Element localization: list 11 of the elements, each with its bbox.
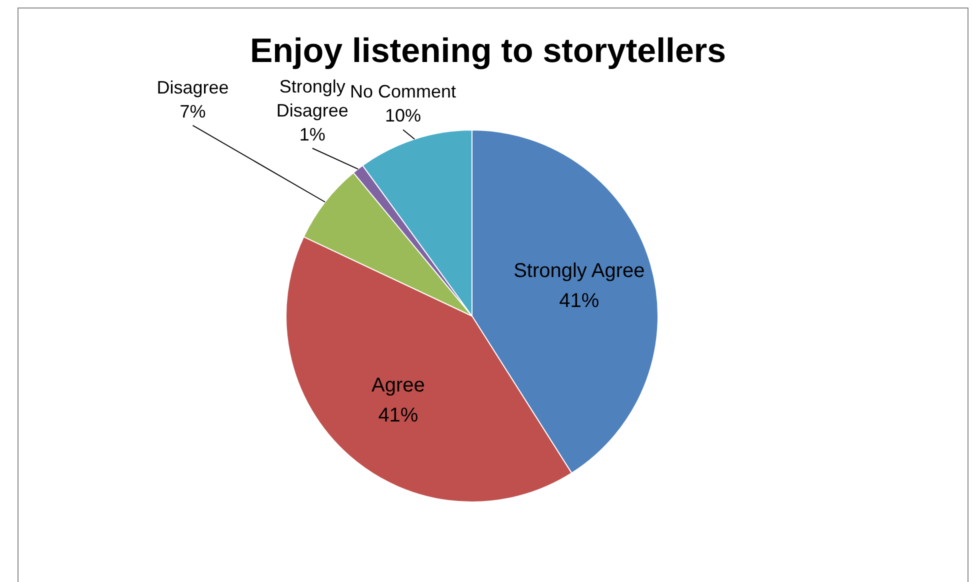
slice-label: Disagree <box>156 77 229 98</box>
data-label: 10% <box>385 106 422 126</box>
slice-label: Strongly Agree <box>514 260 645 282</box>
data-label: 41% <box>378 404 418 427</box>
data-label: 7% <box>180 101 206 122</box>
slice-label: No Comment <box>350 82 456 102</box>
slice-label: Strongly Disagree <box>276 76 348 120</box>
slice-label: Agree <box>372 374 425 397</box>
chart-title: Enjoy listening to storytellers <box>250 32 726 70</box>
data-label: 41% <box>559 290 600 312</box>
data-label: 1% <box>299 124 326 144</box>
